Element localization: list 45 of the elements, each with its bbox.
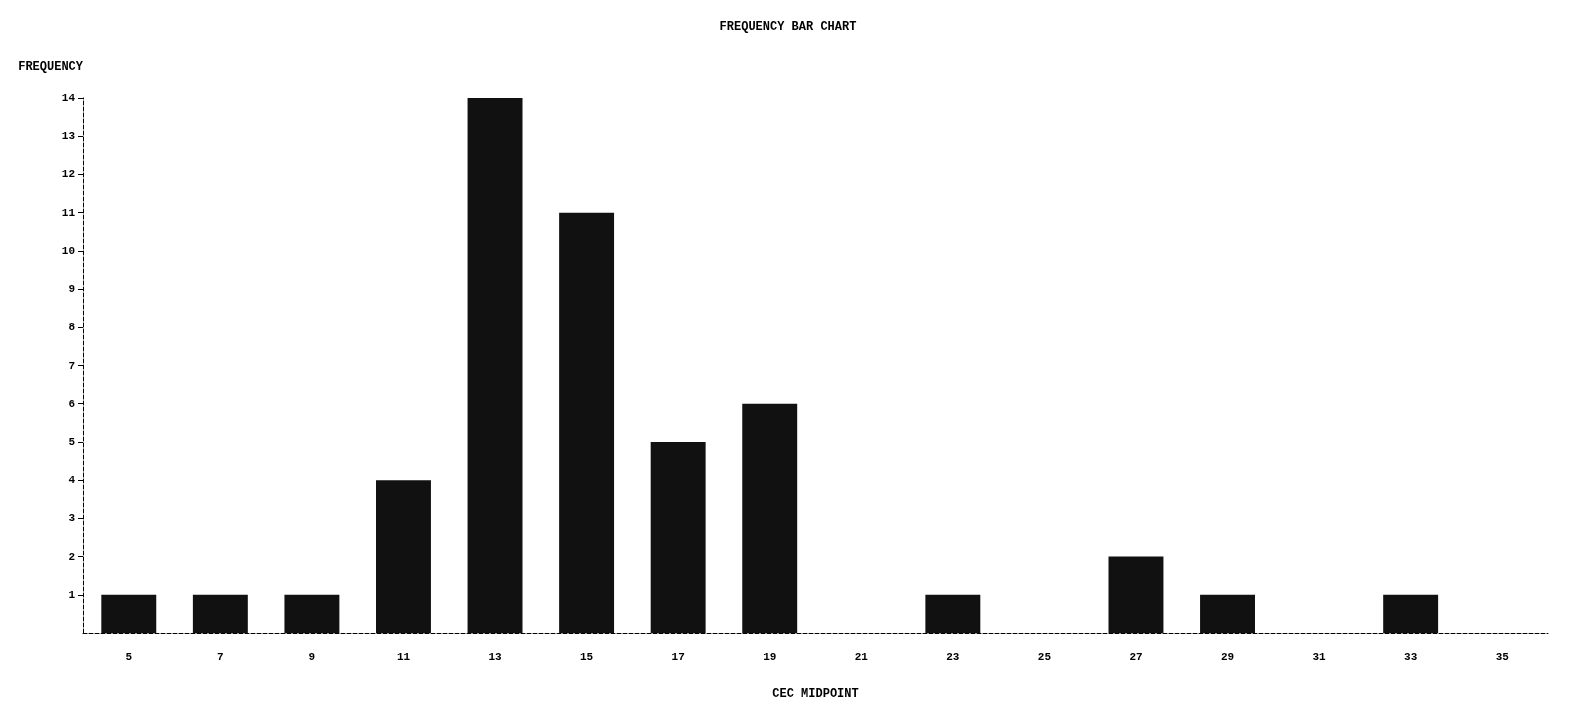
- bar: [1108, 556, 1164, 633]
- y-tick-label: 14: [61, 92, 76, 104]
- bar: [284, 594, 340, 633]
- x-tick-label: 7: [217, 650, 224, 663]
- y-tick-label: 8: [68, 321, 76, 334]
- bar: [1200, 594, 1255, 633]
- x-tick-label: 29: [1220, 650, 1235, 663]
- y-tick-label: 3: [68, 512, 76, 525]
- y-tick-label: 4: [68, 474, 76, 487]
- x-tick-label: 31: [1312, 650, 1327, 663]
- y-tick-label: 5: [68, 435, 76, 448]
- y-tick-label: 10: [61, 244, 75, 257]
- bar: [559, 212, 615, 633]
- bar: [742, 403, 798, 633]
- x-tick-label: 5: [125, 650, 133, 663]
- y-tick-label: 6: [68, 397, 75, 410]
- y-tick-label: 7: [68, 359, 75, 372]
- x-axis-title: CEC MIDPOINT: [772, 687, 859, 701]
- x-tick-label: 9: [308, 650, 316, 663]
- y-tick-label: 11: [61, 206, 76, 219]
- y-tick-label: 13: [61, 130, 76, 143]
- y-tick-label: 12: [61, 168, 75, 181]
- x-tick-label: 11: [396, 650, 411, 663]
- y-tick-label: 2: [68, 550, 75, 563]
- x-tick-label: 23: [946, 650, 960, 663]
- bar: [1383, 594, 1439, 633]
- x-tick-label: 27: [1129, 650, 1143, 663]
- x-tick-label: 21: [854, 650, 869, 663]
- x-tick-label: 15: [579, 650, 594, 663]
- bar: [192, 594, 248, 633]
- bar: [376, 480, 431, 633]
- bar: [101, 594, 157, 633]
- x-tick-label: 13: [488, 650, 503, 663]
- bar: [467, 98, 523, 633]
- x-tick-label: 19: [763, 650, 777, 663]
- chart-title: FREQUENCY BAR CHART: [719, 20, 857, 34]
- y-tick-label: 9: [68, 283, 75, 296]
- x-tick-label: 33: [1404, 650, 1418, 663]
- bar: [650, 441, 706, 633]
- x-tick-label: 25: [1037, 650, 1052, 663]
- x-tick-label: 17: [671, 650, 685, 663]
- x-tick-label: 35: [1495, 650, 1510, 663]
- y-tick-label: 1: [68, 588, 76, 601]
- y-axis-title: FREQUENCY: [18, 60, 84, 74]
- bar: [925, 594, 981, 633]
